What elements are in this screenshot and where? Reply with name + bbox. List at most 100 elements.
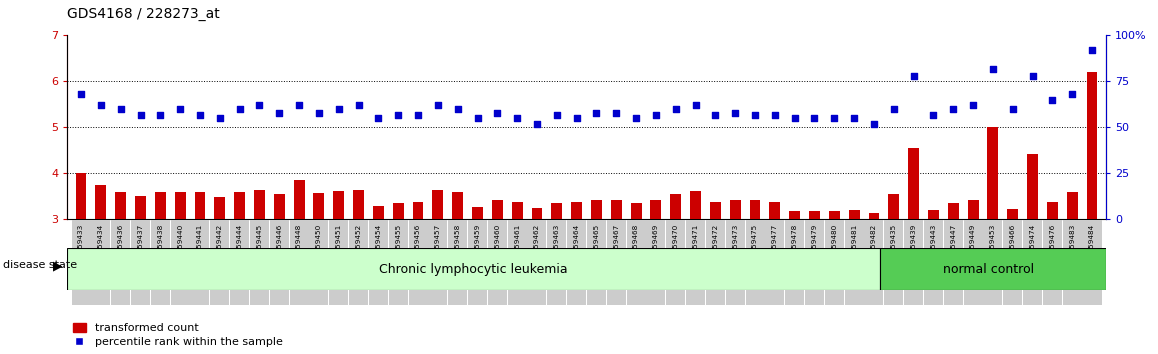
Text: GSM559470: GSM559470 bbox=[673, 224, 679, 268]
Text: GSM559446: GSM559446 bbox=[277, 224, 283, 268]
Text: GSM559456: GSM559456 bbox=[415, 224, 422, 268]
FancyBboxPatch shape bbox=[369, 220, 388, 306]
FancyBboxPatch shape bbox=[151, 220, 170, 306]
Bar bbox=[749, 200, 761, 219]
FancyBboxPatch shape bbox=[67, 248, 880, 290]
Point bbox=[528, 121, 547, 127]
Text: normal control: normal control bbox=[944, 263, 1034, 275]
Point bbox=[924, 112, 943, 118]
FancyBboxPatch shape bbox=[607, 220, 625, 306]
Point bbox=[824, 115, 843, 121]
FancyBboxPatch shape bbox=[824, 220, 844, 306]
Text: GSM559447: GSM559447 bbox=[951, 224, 957, 268]
FancyBboxPatch shape bbox=[904, 220, 923, 306]
Text: GSM559433: GSM559433 bbox=[78, 224, 85, 268]
FancyBboxPatch shape bbox=[805, 220, 824, 306]
Bar bbox=[412, 202, 424, 219]
Bar bbox=[195, 192, 205, 219]
Text: GSM559463: GSM559463 bbox=[554, 224, 559, 268]
Point bbox=[448, 106, 467, 112]
Bar bbox=[155, 192, 166, 219]
Point bbox=[389, 112, 408, 118]
Text: GSM559440: GSM559440 bbox=[177, 224, 183, 268]
FancyBboxPatch shape bbox=[983, 220, 1003, 306]
Point bbox=[944, 106, 962, 112]
Bar bbox=[393, 203, 404, 219]
FancyBboxPatch shape bbox=[666, 220, 686, 306]
Point bbox=[72, 91, 90, 97]
Bar bbox=[175, 192, 185, 219]
Bar bbox=[551, 203, 563, 219]
Bar bbox=[829, 211, 840, 219]
Bar bbox=[75, 173, 87, 219]
Text: GSM559436: GSM559436 bbox=[118, 224, 124, 268]
Bar bbox=[710, 202, 720, 219]
FancyBboxPatch shape bbox=[170, 220, 190, 306]
Bar bbox=[472, 207, 483, 219]
Bar bbox=[988, 127, 998, 219]
Text: GSM559443: GSM559443 bbox=[930, 224, 937, 268]
Bar bbox=[769, 202, 780, 219]
Point bbox=[667, 106, 686, 112]
Text: GSM559444: GSM559444 bbox=[236, 224, 243, 268]
Point bbox=[309, 110, 328, 115]
FancyBboxPatch shape bbox=[349, 220, 368, 306]
FancyBboxPatch shape bbox=[548, 220, 566, 306]
FancyBboxPatch shape bbox=[1003, 220, 1023, 306]
Point bbox=[765, 112, 784, 118]
FancyBboxPatch shape bbox=[1043, 220, 1062, 306]
Point bbox=[488, 110, 506, 115]
FancyBboxPatch shape bbox=[468, 220, 488, 306]
Bar bbox=[868, 212, 879, 219]
Bar bbox=[254, 190, 265, 219]
Point bbox=[409, 112, 427, 118]
Text: GSM559452: GSM559452 bbox=[356, 224, 361, 268]
FancyBboxPatch shape bbox=[880, 248, 1106, 290]
Point bbox=[250, 103, 269, 108]
FancyBboxPatch shape bbox=[726, 220, 745, 306]
Bar bbox=[532, 208, 542, 219]
Text: GSM559453: GSM559453 bbox=[990, 224, 996, 268]
FancyBboxPatch shape bbox=[785, 220, 804, 306]
FancyBboxPatch shape bbox=[844, 220, 864, 306]
Bar bbox=[1047, 202, 1057, 219]
Text: GSM559466: GSM559466 bbox=[1010, 224, 1016, 268]
Text: GSM559434: GSM559434 bbox=[98, 224, 104, 268]
Text: GSM559468: GSM559468 bbox=[633, 224, 639, 268]
FancyBboxPatch shape bbox=[428, 220, 447, 306]
Text: GSM559478: GSM559478 bbox=[792, 224, 798, 268]
FancyBboxPatch shape bbox=[686, 220, 705, 306]
Text: GSM559441: GSM559441 bbox=[197, 224, 203, 268]
Text: GSM559474: GSM559474 bbox=[1029, 224, 1035, 268]
Text: GSM559475: GSM559475 bbox=[752, 224, 758, 268]
Bar bbox=[492, 200, 503, 219]
Bar bbox=[591, 200, 602, 219]
Point bbox=[171, 106, 190, 112]
Bar bbox=[968, 200, 979, 219]
FancyBboxPatch shape bbox=[626, 220, 646, 306]
Text: GSM559442: GSM559442 bbox=[217, 224, 222, 268]
FancyBboxPatch shape bbox=[131, 220, 151, 306]
Bar bbox=[1027, 154, 1038, 219]
FancyBboxPatch shape bbox=[924, 220, 943, 306]
Bar bbox=[294, 181, 305, 219]
Text: GSM559458: GSM559458 bbox=[455, 224, 461, 268]
FancyBboxPatch shape bbox=[864, 220, 884, 306]
Point bbox=[330, 106, 349, 112]
Point bbox=[230, 106, 249, 112]
FancyBboxPatch shape bbox=[567, 220, 586, 306]
Text: GSM559445: GSM559445 bbox=[256, 224, 263, 268]
FancyBboxPatch shape bbox=[944, 220, 962, 306]
Bar bbox=[273, 194, 285, 219]
Text: GSM559477: GSM559477 bbox=[772, 224, 778, 268]
Point bbox=[111, 106, 130, 112]
FancyBboxPatch shape bbox=[1083, 220, 1101, 306]
Bar bbox=[670, 194, 681, 219]
Text: GSM559472: GSM559472 bbox=[712, 224, 718, 268]
Bar bbox=[334, 191, 344, 219]
Point bbox=[91, 103, 110, 108]
Text: GSM559439: GSM559439 bbox=[910, 224, 917, 268]
Bar bbox=[234, 192, 245, 219]
Text: GSM559481: GSM559481 bbox=[851, 224, 857, 268]
Text: GSM559483: GSM559483 bbox=[1069, 224, 1075, 268]
